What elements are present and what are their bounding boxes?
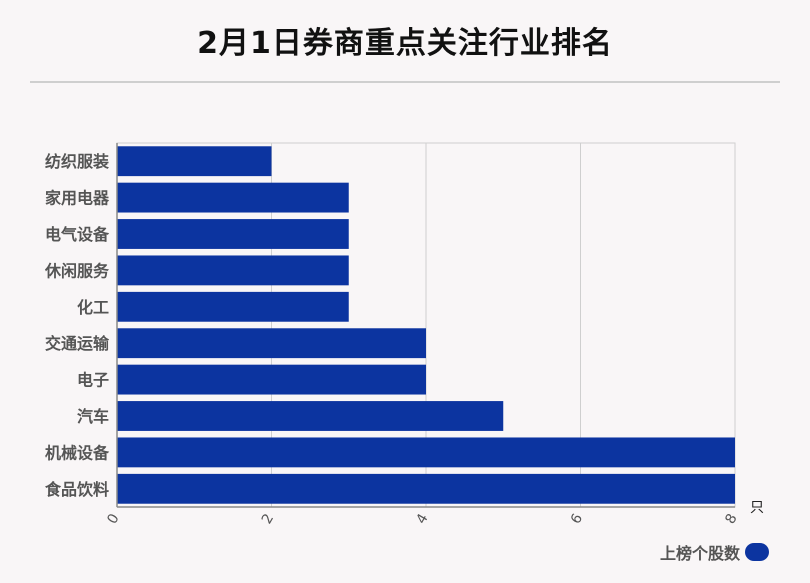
bar	[117, 473, 735, 504]
bar	[117, 364, 426, 395]
category-label: 纺织服装	[45, 152, 109, 171]
bar	[117, 437, 735, 468]
x-tick-label: 0	[104, 511, 122, 527]
bar	[117, 146, 272, 177]
x-unit-label: 只	[750, 500, 764, 516]
bar	[117, 219, 349, 249]
category-label: 电气设备	[45, 225, 110, 244]
x-tick-label: 8	[722, 511, 740, 527]
category-label: 交通运输	[45, 334, 110, 353]
category-label: 电子	[77, 371, 109, 390]
bar	[117, 255, 349, 286]
bar	[117, 291, 349, 322]
chart-title: 2月1日券商重点关注行业排名	[197, 26, 613, 61]
x-tick-label: 6	[568, 511, 586, 527]
bar	[117, 328, 426, 359]
x-tick-label: 2	[259, 511, 277, 527]
x-tick-label: 4	[413, 511, 431, 527]
legend[interactable]: 上榜个股数	[660, 540, 769, 564]
category-label: 机械设备	[45, 443, 110, 462]
legend-label: 上榜个股数	[659, 544, 740, 563]
bar	[117, 182, 349, 213]
category-label: 汽车	[77, 407, 109, 426]
category-label: 休闲服务	[44, 261, 110, 280]
category-label: 家用电器	[45, 189, 110, 208]
legend-swatch	[745, 543, 769, 561]
title-divider	[30, 81, 780, 83]
category-label: 食品饮料	[44, 480, 109, 499]
category-label: 化工	[77, 298, 109, 317]
bar	[117, 401, 504, 431]
